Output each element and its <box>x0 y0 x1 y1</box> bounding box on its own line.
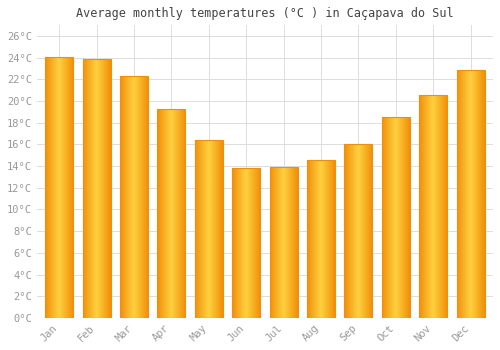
Bar <box>307 160 335 318</box>
Bar <box>82 59 110 318</box>
Bar <box>344 145 372 318</box>
Bar <box>382 117 410 318</box>
Bar <box>456 70 484 318</box>
Bar <box>232 168 260 318</box>
Title: Average monthly temperatures (°C ) in Caçapava do Sul: Average monthly temperatures (°C ) in Ca… <box>76 7 454 20</box>
Bar <box>195 140 223 318</box>
Bar <box>270 167 297 318</box>
Bar <box>45 57 74 318</box>
Bar <box>120 76 148 318</box>
Bar <box>158 109 186 318</box>
Bar <box>419 94 447 318</box>
